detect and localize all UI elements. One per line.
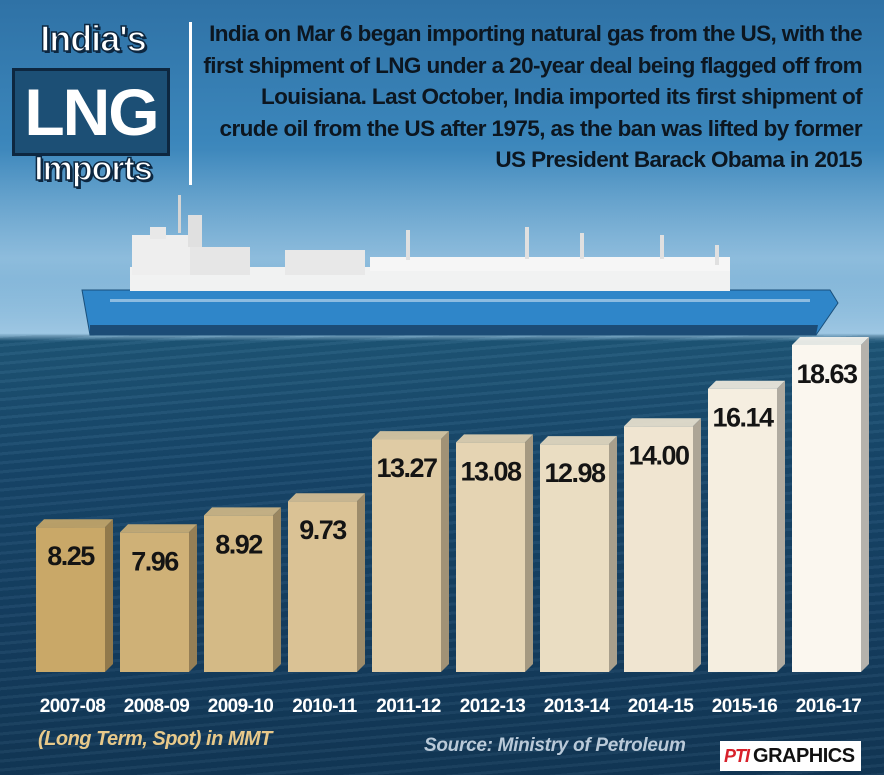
bar-2012-13	[456, 442, 525, 672]
bar-side-2013-14	[609, 436, 617, 672]
bar-side-2008-09	[189, 524, 197, 672]
bar-top-2015-16	[708, 380, 785, 389]
bar-side-2016-17	[861, 337, 869, 672]
bar-side-2009-10	[273, 507, 281, 672]
bar-top-2016-17	[792, 337, 869, 345]
intro-text: India on Mar 6 began importing natural g…	[203, 21, 862, 172]
logo-pti-text: PTI	[724, 745, 750, 766]
category-label-2009-10: 2009-10	[208, 696, 274, 717]
title-line-2: LNG	[12, 68, 170, 156]
bar-2011-12	[372, 439, 441, 672]
bar-2016-17	[792, 345, 861, 672]
bar-side-2007-08	[105, 519, 113, 672]
bar-side-2012-13	[525, 434, 533, 672]
value-label-2007-08: 8.25	[47, 541, 95, 571]
bar-top-2010-11	[288, 493, 365, 502]
category-label-2015-16: 2015-16	[712, 696, 778, 717]
lng-tanker-image	[81, 195, 839, 336]
value-label-2015-16: 16.14	[712, 403, 774, 433]
value-label-2008-09: 7.96	[131, 546, 179, 576]
value-label-2013-14: 12.98	[544, 458, 606, 488]
unit-note: (Long Term, Spot) in MMT	[38, 728, 272, 750]
category-label-2008-09: 2008-09	[124, 696, 190, 717]
bar-2014-15	[624, 426, 693, 672]
title-block: India's LNG Imports	[8, 12, 178, 192]
category-label-2011-12: 2011-12	[376, 696, 441, 717]
bar-side-2014-15	[693, 418, 701, 672]
bar-side-2010-11	[357, 493, 365, 672]
bar-2015-16	[708, 388, 777, 672]
title-line-1: India's	[39, 17, 147, 60]
bar-2010-11	[288, 501, 357, 672]
bar-2009-10	[204, 515, 273, 672]
category-label-2010-11: 2010-11	[292, 696, 358, 717]
value-label-2009-10: 8.92	[215, 529, 262, 559]
value-label-2012-13: 13.08	[460, 456, 522, 486]
value-label-2010-11: 9.73	[299, 515, 347, 545]
value-label-2011-12: 13.27	[376, 453, 437, 483]
value-label-2014-15: 14.00	[628, 440, 689, 470]
category-label-2007-08: 2007-08	[40, 696, 106, 717]
category-label-2013-14: 2013-14	[544, 696, 611, 717]
bar-top-2013-14	[540, 436, 617, 445]
bar-top-2007-08	[36, 519, 113, 528]
category-label-2016-17: 2016-17	[796, 696, 862, 717]
source-credit: Source: Ministry of Petroleum	[424, 735, 686, 756]
bar-side-2011-12	[441, 431, 449, 672]
logo-graphics-text: GRAPHICS	[753, 744, 855, 767]
title-line-3: Imports	[33, 149, 153, 189]
category-label-2014-15: 2014-15	[628, 696, 695, 717]
value-label-2016-17: 18.63	[796, 359, 858, 389]
category-label-2012-13: 2012-13	[460, 696, 526, 717]
pti-graphics-logo: PTI GRAPHICS	[720, 741, 861, 771]
bar-top-2008-09	[120, 524, 197, 533]
bar-top-2012-13	[456, 434, 533, 443]
title-divider	[189, 22, 192, 185]
bar-top-2009-10	[204, 507, 281, 516]
bar-side-2015-16	[777, 380, 785, 672]
bar-top-2011-12	[372, 431, 449, 440]
bar-2008-09	[120, 532, 189, 672]
bar-2013-14	[540, 444, 609, 672]
bar-top-2014-15	[624, 418, 701, 427]
bar-2007-08	[36, 527, 105, 672]
